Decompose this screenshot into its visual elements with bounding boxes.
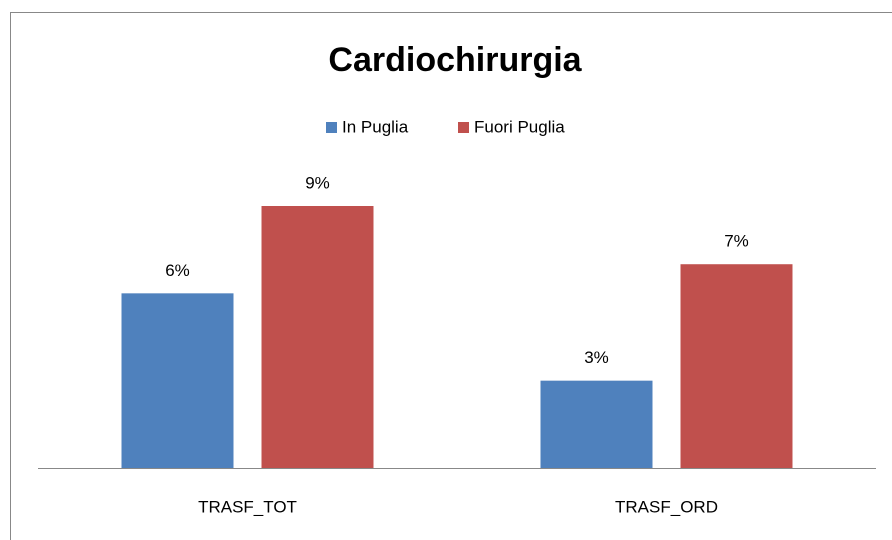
value-label: 3% [584, 348, 609, 367]
value-label: 6% [165, 261, 190, 280]
bar [680, 264, 793, 468]
legend-swatch [326, 122, 337, 133]
legend-label: In Puglia [342, 117, 409, 136]
value-label: 7% [724, 232, 749, 251]
legend-swatch [458, 122, 469, 133]
value-label: 9% [305, 173, 330, 192]
bar [261, 206, 374, 468]
legend-label: Fuori Puglia [474, 117, 565, 136]
bar [121, 293, 234, 468]
x-tick-label: TRASF_TOT [198, 497, 297, 516]
bar [540, 380, 653, 468]
chart-title: Cardiochirurgia [328, 41, 582, 79]
x-tick-label: TRASF_ORD [615, 497, 718, 516]
